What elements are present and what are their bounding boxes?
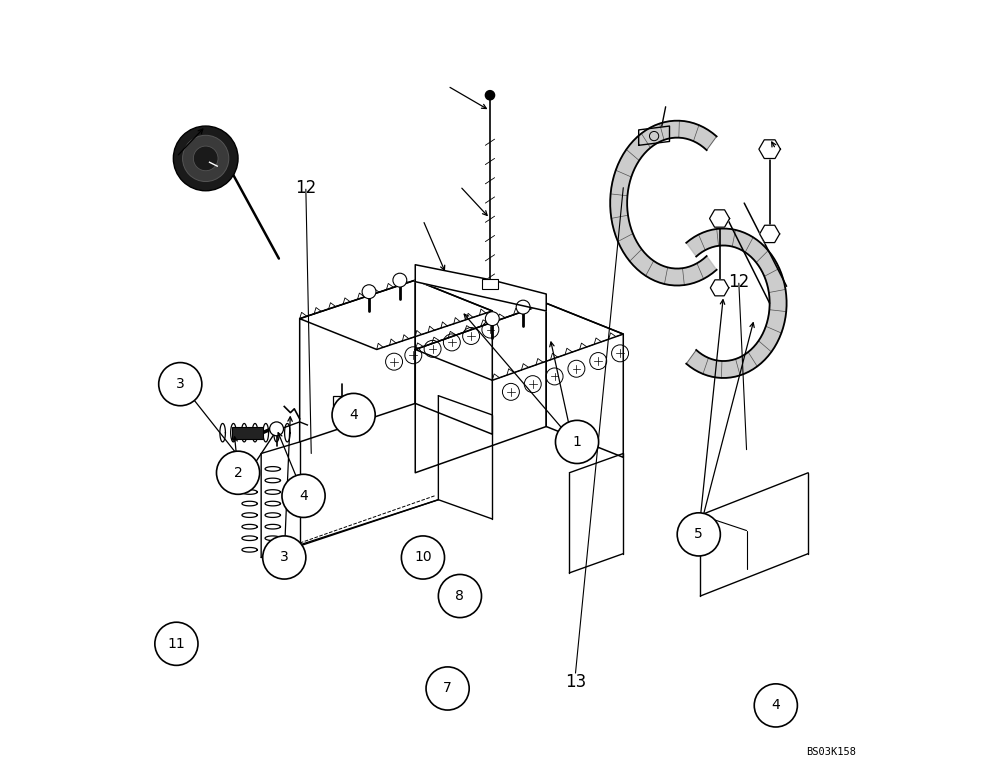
Circle shape bbox=[754, 684, 797, 727]
Polygon shape bbox=[710, 210, 730, 227]
Polygon shape bbox=[610, 121, 717, 286]
Polygon shape bbox=[686, 229, 787, 378]
Text: 12: 12 bbox=[728, 272, 749, 291]
Text: 3: 3 bbox=[280, 550, 289, 564]
Text: 4: 4 bbox=[771, 698, 780, 712]
Circle shape bbox=[516, 300, 530, 314]
Circle shape bbox=[426, 667, 469, 710]
Text: 13: 13 bbox=[565, 674, 586, 691]
Circle shape bbox=[263, 536, 306, 579]
Circle shape bbox=[485, 91, 495, 100]
Text: 11: 11 bbox=[168, 637, 185, 651]
Circle shape bbox=[216, 451, 260, 494]
Circle shape bbox=[677, 513, 720, 556]
Circle shape bbox=[362, 285, 376, 299]
Circle shape bbox=[282, 474, 325, 518]
Text: BS03K158: BS03K158 bbox=[806, 747, 856, 757]
Text: 12: 12 bbox=[295, 178, 316, 196]
Bar bbox=[333, 396, 351, 411]
Circle shape bbox=[159, 362, 202, 406]
Circle shape bbox=[393, 273, 407, 287]
Text: 7: 7 bbox=[443, 681, 452, 695]
Text: 8: 8 bbox=[455, 589, 464, 603]
Text: 2: 2 bbox=[234, 466, 242, 480]
Text: 4: 4 bbox=[349, 408, 358, 422]
Circle shape bbox=[173, 126, 238, 191]
Polygon shape bbox=[710, 280, 729, 296]
Circle shape bbox=[155, 622, 198, 665]
Polygon shape bbox=[759, 140, 780, 158]
Bar bbox=[482, 279, 498, 289]
Bar bbox=[232, 427, 263, 439]
Text: 5: 5 bbox=[694, 528, 703, 542]
Circle shape bbox=[270, 422, 284, 436]
Circle shape bbox=[183, 135, 229, 182]
Circle shape bbox=[332, 393, 375, 437]
Circle shape bbox=[485, 312, 499, 326]
Text: 10: 10 bbox=[414, 550, 432, 564]
Circle shape bbox=[401, 536, 445, 579]
Circle shape bbox=[555, 421, 599, 463]
Circle shape bbox=[193, 146, 218, 171]
Polygon shape bbox=[760, 225, 780, 243]
Polygon shape bbox=[415, 265, 546, 311]
Text: 4: 4 bbox=[299, 489, 308, 503]
Text: 1: 1 bbox=[573, 435, 581, 449]
Circle shape bbox=[438, 574, 482, 618]
Text: 3: 3 bbox=[176, 377, 185, 391]
